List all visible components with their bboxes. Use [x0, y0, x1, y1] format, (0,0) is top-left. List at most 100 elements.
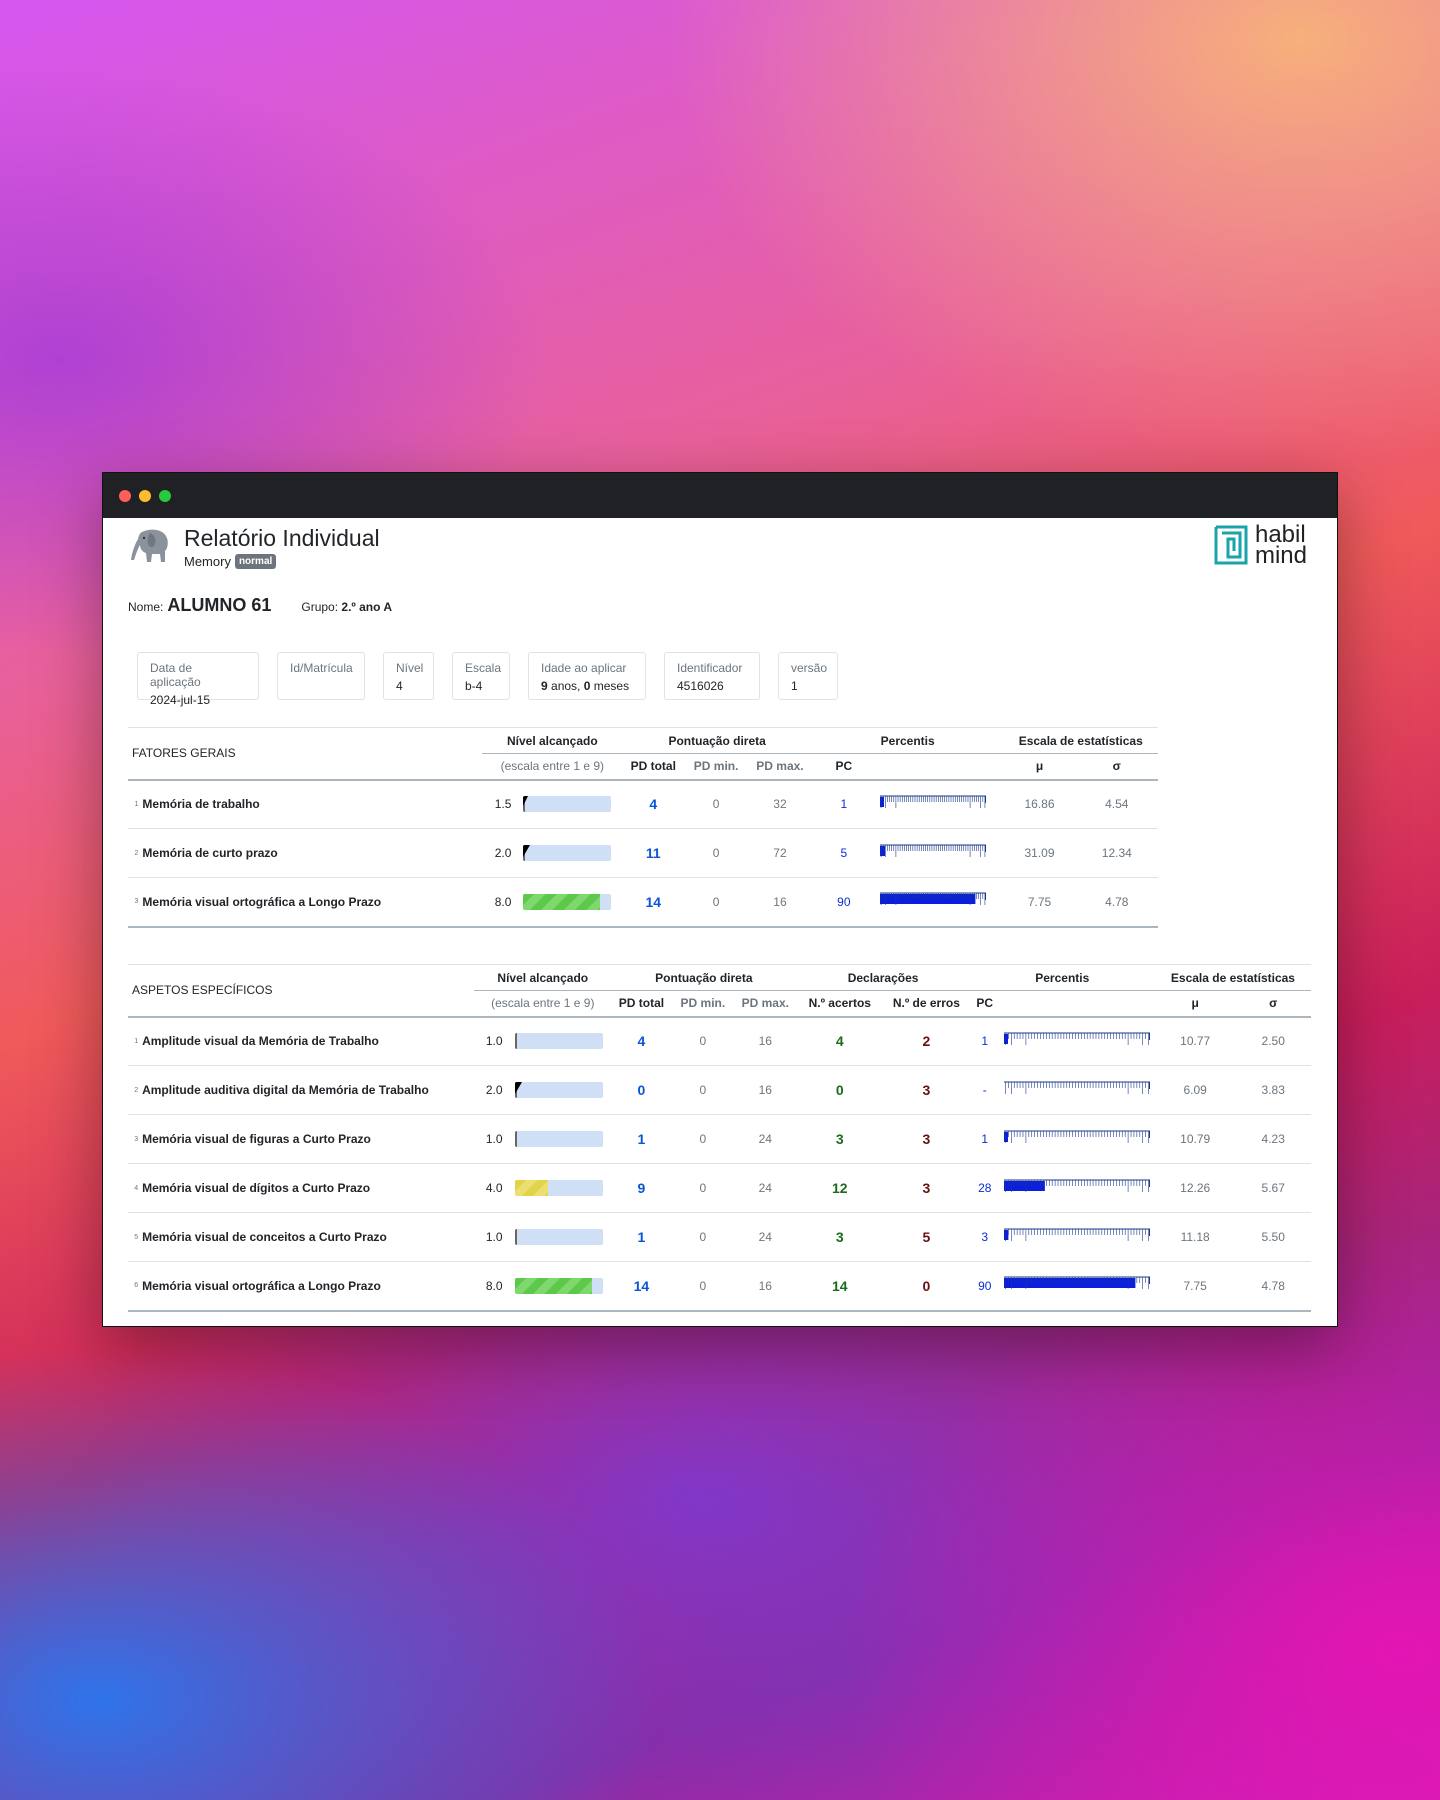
pd-total: 9	[637, 1180, 646, 1196]
level-bar-cell	[511, 1213, 612, 1262]
info-cards: Data de aplicação 2024-jul-15 Id/Matrícul…	[137, 652, 838, 707]
pd-min: 0	[699, 1083, 707, 1097]
pd-min: 0	[712, 797, 720, 812]
level-bar	[514, 1082, 603, 1098]
header-pc: PC	[811, 753, 876, 781]
specific-aspects-table: ASPETOS ESPECÍFICOS Nível alcançado Pont…	[128, 964, 1311, 1312]
pd-max: 16	[773, 894, 787, 909]
header-pd-min: PD min.	[684, 753, 749, 781]
percentile-bar	[1003, 1033, 1008, 1044]
level-bar	[514, 1229, 603, 1245]
pd-max: 16	[758, 1278, 772, 1293]
header-nivel-sub: (escala entre 1 e 9)	[482, 753, 623, 781]
row-name: Amplitude auditiva digital da Memória de…	[142, 1083, 429, 1097]
percentile-chart	[1003, 1130, 1150, 1143]
table-row: 3 Memória visual ortográfica a Longo Praz…	[128, 878, 1158, 927]
logo-text-1: habil	[1254, 521, 1306, 548]
level-marker	[523, 796, 529, 807]
level-value: 8.0	[485, 1278, 503, 1293]
erros: 5	[922, 1229, 931, 1245]
age-months-unit: meses	[590, 679, 630, 693]
percentile-bar	[879, 845, 886, 856]
row-name: Memória visual de figuras a Curto Prazo	[142, 1132, 371, 1146]
row-index: 3	[134, 1135, 139, 1143]
row-index: 1	[134, 1037, 139, 1045]
stat-sigma: 4.23	[1261, 1132, 1285, 1146]
stat-mu: 10.79	[1180, 1132, 1211, 1146]
card-label: Identificador	[677, 661, 743, 675]
pd-min: 0	[699, 1278, 707, 1293]
level-value: 2.0	[494, 846, 512, 860]
level-bar	[523, 845, 612, 861]
header-pd-max: PD max.	[734, 990, 797, 1018]
habilmind-logo: habil mind	[1213, 521, 1307, 569]
stat-mu: 6.09	[1183, 1083, 1207, 1097]
app-window: Relatório Individual Memory normal habil…	[102, 472, 1338, 1327]
percentile: 1	[981, 1132, 989, 1146]
table-row: 4 Memória visual de dígitos a Curto Prazo…	[128, 1164, 1311, 1213]
card-version: versão 1	[778, 652, 838, 700]
level-bar	[523, 796, 612, 813]
row-name: Memória visual de conceitos a Curto Praz…	[142, 1230, 387, 1244]
level-value: 1.0	[485, 1034, 503, 1049]
section-label-general: FATORES GERAIS	[128, 727, 483, 781]
level-bar	[514, 1180, 603, 1196]
level-value: 2.0	[485, 1083, 503, 1097]
name-label: Nome:	[128, 600, 164, 614]
percentile-chart-cell	[1000, 1262, 1155, 1311]
header-mu: μ	[1154, 990, 1236, 1018]
card-label: Escala	[465, 661, 502, 675]
age-years-unit: anos,	[547, 679, 584, 693]
title-bar	[103, 473, 1337, 518]
percentile: 1	[981, 1034, 989, 1049]
zoom-window-button[interactable]	[159, 489, 171, 502]
percentile-bar	[879, 796, 884, 807]
test-name: Memory	[184, 554, 231, 569]
percentile-chart-cell	[1000, 1213, 1155, 1262]
page-title: Relatório Individual	[184, 525, 380, 551]
acertos: 0	[835, 1082, 844, 1098]
report-content: Relatório Individual Memory normal habil…	[103, 518, 1337, 1326]
percentile-bar	[1003, 1180, 1045, 1191]
percentile-bar	[1003, 1229, 1009, 1240]
level-bar	[514, 1033, 603, 1050]
percentile-chart-cell	[876, 829, 1004, 878]
level-bar-cell	[519, 878, 622, 927]
header-declaracoes: Declarações	[796, 964, 970, 991]
card-value: b-4	[465, 679, 483, 693]
level-marker	[523, 845, 531, 857]
stat-sigma: 4.54	[1105, 797, 1129, 812]
level-bar-cell	[511, 1066, 612, 1115]
pd-total: 1	[637, 1131, 646, 1147]
header-estat: Escala de estatísticas	[1154, 964, 1311, 991]
card-label: Data de aplicação	[150, 661, 201, 689]
group-label: Grupo:	[301, 600, 339, 614]
row-name: Memória visual ortográfica a Longo Prazo	[142, 894, 382, 909]
percentile-chart	[879, 795, 986, 808]
stat-mu: 31.09	[1024, 846, 1055, 860]
pd-min: 0	[699, 1132, 707, 1146]
level-bar-fill	[523, 893, 601, 910]
pd-max: 24	[758, 1181, 772, 1195]
erros: 2	[922, 1033, 931, 1050]
minimize-window-button[interactable]	[139, 489, 151, 502]
section-label-specific: ASPETOS ESPECÍFICOS	[128, 964, 475, 1018]
percentile-chart-cell	[876, 780, 1004, 829]
student-info: Nome: ALUMNO 61 Grupo: 2.º ano A	[128, 595, 392, 616]
percentile-chart-cell	[1000, 1115, 1155, 1164]
stat-mu: 11.18	[1180, 1230, 1210, 1244]
level-bar-cell	[511, 1164, 612, 1213]
stat-mu: 16.86	[1024, 797, 1055, 812]
header-pontuacao: Pontuação direta	[611, 964, 797, 991]
stat-sigma: 3.83	[1261, 1083, 1285, 1097]
pd-max: 32	[773, 797, 787, 812]
close-window-button[interactable]	[119, 489, 131, 502]
logo-text-2: mind	[1254, 542, 1307, 569]
header-estat: Escala de estatísticas	[1003, 727, 1158, 754]
percentile: 1	[840, 797, 848, 812]
pd-total: 11	[645, 845, 661, 861]
card-value: 1	[791, 679, 798, 693]
pd-total: 14	[633, 1277, 650, 1294]
percentile: 90	[837, 894, 851, 909]
pd-total: 1	[637, 1229, 646, 1245]
